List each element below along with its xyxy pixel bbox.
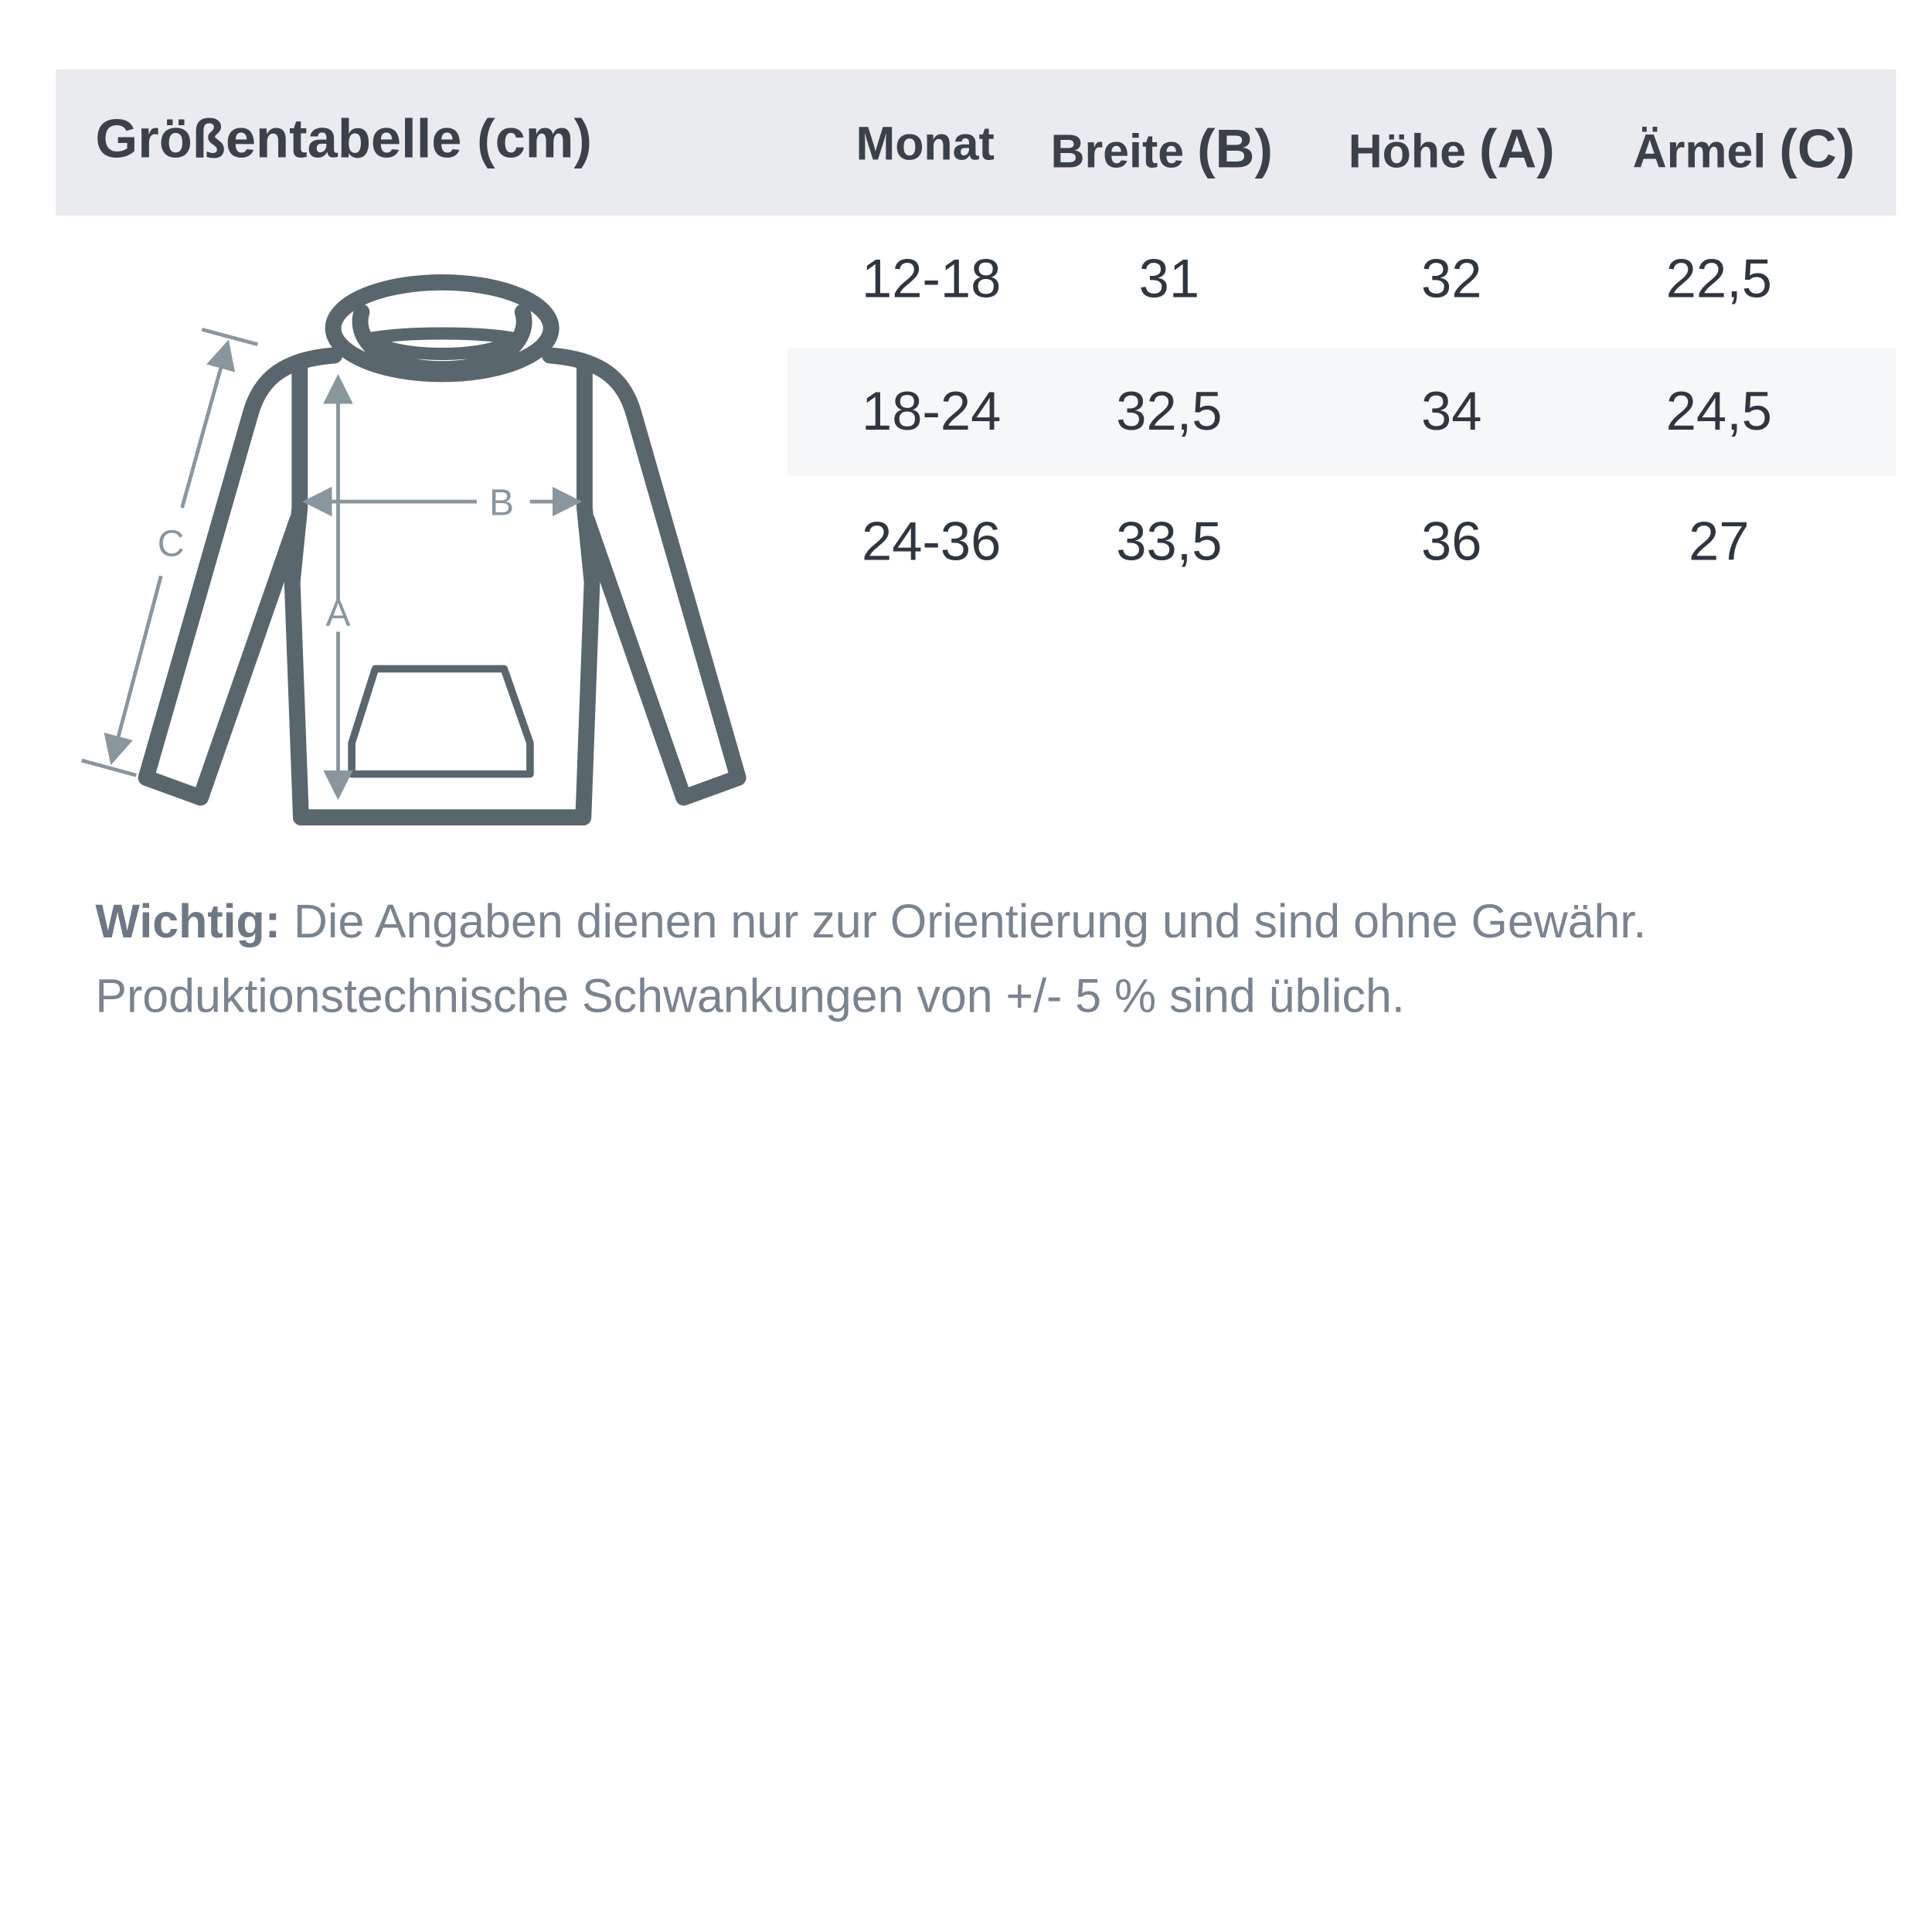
label-b: B	[489, 482, 514, 524]
hoodie-left-sleeve	[138, 347, 343, 806]
cell-height: 32	[1421, 249, 1482, 310]
column-header-sleeve: Ärmel (C)	[1633, 119, 1855, 181]
measure-c-arrow	[180, 339, 236, 509]
column-suffix: (A)	[1478, 118, 1555, 180]
column-header-month: Monat	[855, 119, 994, 172]
cell-height: 36	[1421, 511, 1482, 573]
cell-height: 34	[1421, 381, 1482, 443]
disclaimer-note: Wichtig: Die Angaben dienen nur zur Orie…	[95, 886, 1646, 1034]
page-title: Größentabelle (cm)	[95, 109, 592, 170]
cell-sleeve: 24,5	[1665, 381, 1773, 443]
note-line-1: Die Angaben dienen nur zur Orientierung …	[281, 896, 1647, 949]
row-stripe	[787, 348, 1896, 476]
cell-month: 12-18	[861, 249, 1002, 310]
note-line-2: Produktionstechnische Schwankungen von +…	[95, 971, 1405, 1023]
cell-width: 32,5	[1116, 381, 1223, 443]
header-band	[56, 69, 1896, 216]
column-label: Breite	[1050, 126, 1198, 179]
column-label: Monat	[855, 118, 995, 172]
column-suffix: (C)	[1779, 118, 1855, 180]
column-suffix: (B)	[1197, 118, 1273, 180]
cell-sleeve: 22,5	[1665, 249, 1773, 310]
hoodie-pocket	[348, 665, 534, 778]
column-header-width: Breite (B)	[1051, 119, 1273, 181]
hoodie-hood-opening	[365, 327, 519, 360]
cell-width: 31	[1138, 249, 1200, 310]
hoodie-hood-inner	[352, 304, 532, 377]
label-c: C	[158, 523, 185, 565]
label-a: A	[325, 592, 350, 634]
cell-width: 33,5	[1116, 511, 1223, 573]
note-bold: Wichtig:	[95, 896, 281, 949]
hoodie-diagram: A B C	[81, 274, 747, 826]
hoodie-right-sleeve	[542, 347, 747, 806]
cell-month: 24-36	[861, 511, 1002, 573]
cell-month: 18-24	[861, 381, 1002, 443]
column-label: Höhe	[1348, 126, 1479, 179]
column-label: Ärmel	[1632, 126, 1780, 179]
column-header-height: Höhe (A)	[1349, 119, 1555, 181]
cell-sleeve: 27	[1689, 511, 1750, 573]
